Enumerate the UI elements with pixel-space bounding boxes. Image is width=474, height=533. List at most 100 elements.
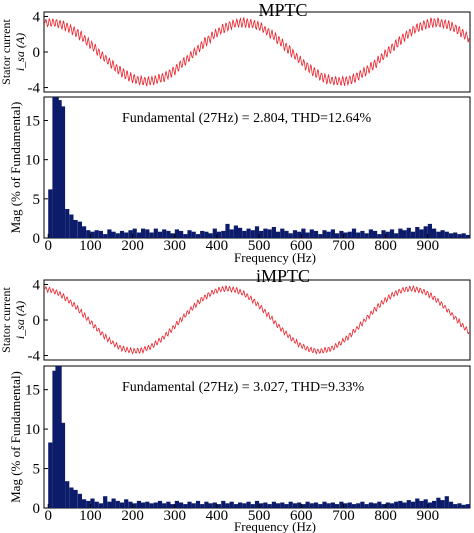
fft-bar (128, 501, 133, 508)
fft-bar (364, 233, 369, 238)
fft-bar (233, 504, 238, 508)
fft-xtick-label: 100 (79, 238, 102, 254)
fft-bar (136, 232, 141, 238)
fft-xtick-label: 400 (206, 508, 229, 524)
fft-bar (389, 503, 395, 508)
fft-bar (330, 502, 335, 508)
fft-ytick-label: 15 (25, 114, 40, 130)
fft-bar (52, 370, 57, 508)
current-ytick-label: 0 (33, 45, 41, 61)
fft-bar (212, 228, 217, 238)
fft-bar (381, 504, 386, 508)
fft-bar (187, 230, 192, 238)
fft-bar (448, 233, 454, 238)
fft-bar (322, 501, 327, 508)
fft-bar (427, 223, 432, 238)
fft-bar (229, 229, 234, 238)
fft-bar (284, 504, 289, 508)
fft-bar (347, 502, 352, 508)
fft-bar (162, 229, 167, 238)
fft-bar (322, 230, 327, 238)
fft-xtick-label: 800 (374, 508, 397, 524)
fft-bar (179, 502, 184, 508)
fft-bar (385, 231, 390, 238)
fft-bar (326, 503, 331, 508)
fft-bar (94, 501, 99, 508)
fft-bar (208, 233, 213, 238)
fft-bar (170, 504, 175, 508)
fft-bar (398, 500, 403, 508)
fft-bar (157, 231, 163, 238)
fft-bar (406, 500, 411, 508)
fft-bar (313, 230, 319, 238)
fft-bar (94, 230, 99, 238)
fft-bar (377, 234, 382, 238)
fft-bar (381, 230, 386, 238)
fft-bar (111, 498, 116, 508)
fft-bar (453, 504, 458, 508)
fft-bar (166, 501, 171, 508)
current-ylabel-sub: i_sa (A) (13, 301, 27, 339)
fft-bar (111, 231, 116, 238)
fft-bar (162, 503, 167, 508)
fft-bar (313, 502, 319, 508)
fft-bar (69, 487, 74, 508)
fft-xtick-label: 600 (290, 508, 313, 524)
fft-bar (343, 232, 348, 238)
fft-bar (246, 501, 251, 508)
fft-xtick-label: 400 (206, 238, 229, 254)
fft-xtick-label: 500 (248, 238, 271, 254)
current-waveform-line (44, 285, 470, 355)
fft-bar (394, 501, 399, 508)
plot-title: MPTC (258, 0, 307, 20)
fft-bar (57, 366, 62, 508)
fft-bar (432, 228, 437, 238)
fft-bar (115, 233, 120, 238)
fft-xtick-label: 800 (374, 238, 397, 254)
fft-bar (318, 234, 323, 238)
fft-bar (411, 231, 416, 238)
fft-bar (136, 500, 141, 508)
fft-bar (90, 498, 95, 508)
fft-xlabel: Frequency (Hz) (234, 250, 316, 265)
fft-xtick-label: 900 (417, 508, 440, 524)
fft-bar (225, 503, 230, 508)
fft-ytick-label: 10 (25, 153, 40, 169)
fft-annotation: Fundamental (27Hz) = 2.804, THD=12.64% (122, 111, 372, 126)
fft-bar (254, 226, 260, 239)
fft-bar (444, 496, 449, 508)
fft-bar (191, 503, 196, 508)
fft-bar (221, 500, 226, 508)
current-ytick-label: -4 (28, 349, 41, 365)
fft-bar (52, 97, 57, 238)
fft-bar (65, 481, 70, 508)
fft-bar (457, 503, 462, 508)
fft-xtick-label: 700 (332, 238, 355, 254)
fft-bar (132, 228, 137, 238)
fft-bar (229, 501, 234, 508)
current-ytick-label: 4 (33, 277, 41, 293)
fft-bar (233, 225, 238, 238)
fft-bar (225, 223, 230, 238)
fft-bar (461, 504, 466, 508)
fft-bar (124, 499, 129, 508)
fft-bar (107, 501, 112, 508)
fft-bar (427, 502, 432, 508)
fft-xlabel: Frequency (Hz) (234, 519, 316, 533)
fft-bar (82, 226, 87, 239)
fft-bar (77, 493, 82, 508)
fft-bar (343, 503, 348, 508)
fft-bar (107, 229, 112, 238)
fft-bar (280, 502, 285, 508)
current-ytick-label: -4 (28, 81, 41, 97)
fft-bar (432, 500, 437, 508)
fft-bar (48, 442, 53, 508)
fft-xtick-label: 300 (164, 508, 187, 524)
fft-bar (411, 501, 416, 508)
fft-bar (280, 228, 285, 238)
current-axes-frame (43, 279, 471, 361)
fft-bar (288, 233, 293, 238)
fft-bar (402, 502, 407, 508)
fft-xtick-label: 100 (79, 508, 102, 524)
